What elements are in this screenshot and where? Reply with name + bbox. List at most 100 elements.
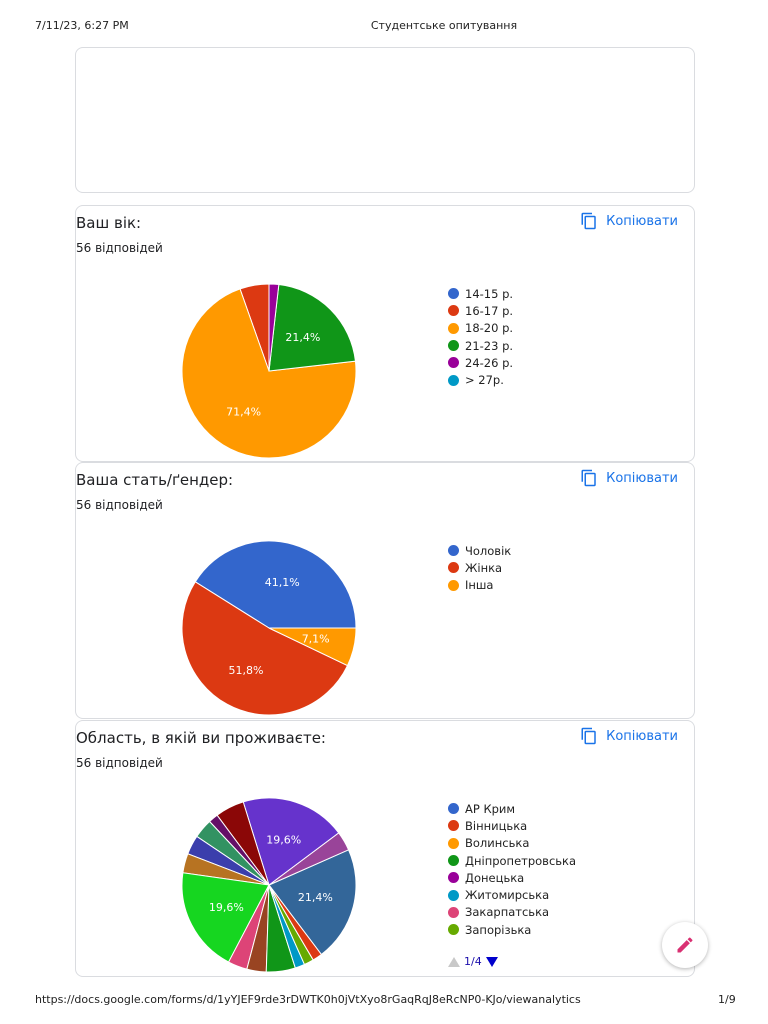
legend-swatch	[448, 906, 459, 918]
legend-item: Чоловік	[448, 542, 511, 559]
pie-slice	[268, 849, 357, 956]
print-datetime: 7/11/23, 6:27 PM	[35, 19, 129, 32]
question-card-age: Ваш вік: 56 відповідей Копіювати 71,4% 21…	[75, 205, 695, 462]
pie-chart-gender: 41,1% 51,8% 7,1%	[181, 541, 357, 716]
legend-item: Житомирська	[448, 886, 576, 903]
pie-slice	[181, 872, 270, 963]
legend-age: 14-15 р. 16-17 р. 18-20 р. 21-23 р. 24-26 р.…	[448, 285, 513, 389]
legend-swatch	[448, 837, 459, 849]
legend-item: Волинська	[448, 835, 576, 852]
legend-label: Дніпропетровська	[465, 853, 577, 868]
legend-label: Закарпатська	[465, 905, 550, 920]
legend-label: 14-15 р.	[465, 286, 514, 301]
pie-slice	[268, 627, 357, 667]
legend-label: 24-26 р.	[465, 355, 514, 370]
pie-slice	[181, 288, 357, 459]
pie-chart-age: 71,4% 21,4%	[181, 284, 357, 459]
question-title: Ваша стать/ґендер:	[76, 471, 234, 489]
legend-swatch	[448, 872, 459, 884]
legend-swatch	[448, 562, 459, 574]
legend-item: Жінка	[448, 559, 511, 576]
response-count: 56 відповідей	[76, 756, 163, 770]
triangle-up-icon[interactable]	[448, 956, 460, 967]
legend-label: > 27р.	[465, 373, 504, 388]
copy-label: Копіювати	[606, 728, 678, 744]
pie-slice-label: 19,6%	[209, 901, 244, 914]
legend-pager: 1/4	[448, 955, 498, 968]
question-title: Ваш вік:	[76, 214, 142, 232]
pie-slice-label: 7,1%	[302, 633, 330, 646]
copy-button[interactable]: Копіювати	[580, 212, 678, 230]
edit-button[interactable]	[662, 922, 708, 968]
pie-slice	[268, 884, 323, 961]
response-count: 56 відповідей	[76, 498, 163, 512]
pie-slice	[194, 541, 357, 629]
legend-swatch	[448, 545, 459, 557]
response-count: 56 відповідей	[76, 241, 163, 255]
legend-swatch	[448, 322, 459, 334]
copy-label: Копіювати	[606, 470, 678, 486]
legend-label: Інша	[465, 578, 494, 593]
legend-label: Жінка	[465, 560, 503, 575]
pencil-icon	[677, 937, 693, 953]
legend-swatch	[448, 924, 459, 936]
copy-icon	[581, 469, 596, 487]
print-title: Студентське опитування	[370, 19, 518, 32]
copy-button[interactable]: Копіювати	[580, 727, 678, 745]
legend-swatch	[448, 889, 459, 901]
legend-label: Донецька	[465, 870, 525, 885]
legend-item: Вінницька	[448, 817, 576, 834]
pie-chart-region: 21,4% 19,6% 19,6%	[181, 797, 357, 973]
pie-slice-label: 71,4%	[226, 406, 261, 419]
legend-label: Вінницька	[465, 818, 528, 833]
legend-item: > 27р.	[448, 371, 513, 388]
pie-slice-label: 41,1%	[265, 576, 300, 589]
pie-slice-label: 19,6%	[266, 833, 301, 846]
legend-label: 21-23 р.	[465, 338, 514, 353]
copy-icon	[581, 727, 596, 745]
legend-item: 24-26 р.	[448, 354, 513, 371]
legend-label: АР Крим	[465, 801, 516, 816]
legend-item: Донецька	[448, 869, 576, 886]
legend-swatch	[448, 340, 459, 352]
pie-slice	[268, 284, 280, 372]
legend-item: Дніпропетровська	[448, 852, 576, 869]
pie-slice	[181, 581, 349, 716]
pie-slice-label: 51,8%	[228, 664, 263, 677]
question-card-gender: Ваша стать/ґендер: 56 відповідей Копіюва…	[75, 462, 695, 719]
legend-label: 18-20 р.	[465, 321, 514, 336]
copy-icon	[581, 212, 596, 230]
legend-item: АР Крим	[448, 800, 576, 817]
print-page-number: 1/9	[718, 993, 736, 1006]
legend-item: 14-15 р.	[448, 285, 513, 302]
pager-text: 1/4	[464, 955, 482, 968]
pie-slice-label: 21,4%	[298, 891, 333, 904]
copy-label: Копіювати	[606, 213, 678, 229]
pie-slice-label: 21,4%	[285, 331, 320, 344]
legend-swatch	[448, 374, 459, 386]
triangle-down-icon[interactable]	[485, 956, 498, 967]
legend-swatch	[448, 820, 459, 832]
legend-item: 21-23 р.	[448, 337, 513, 354]
pie-slice	[242, 797, 340, 886]
legend-item: 18-20 р.	[448, 320, 513, 337]
print-url: https://docs.google.com/forms/d/1yYJEF9r…	[35, 993, 581, 1006]
legend-region: АР Крим Вінницька Волинська Дніпропетровськ…	[448, 800, 576, 938]
legend-label: Волинська	[465, 836, 530, 851]
legend-item: Інша	[448, 577, 511, 594]
legend-label: Запорізька	[465, 922, 532, 937]
legend-swatch	[448, 305, 459, 317]
pie-slice	[268, 284, 356, 372]
legend-swatch	[448, 803, 459, 815]
legend-swatch	[448, 855, 459, 867]
form-header-card	[75, 47, 695, 193]
legend-item: Запорізька	[448, 921, 576, 938]
question-title: Область, в якій ви проживаєте:	[76, 729, 326, 747]
legend-label: Чоловік	[465, 543, 512, 558]
legend-item: Закарпатська	[448, 904, 576, 921]
legend-swatch	[448, 288, 459, 300]
copy-button[interactable]: Копіювати	[580, 469, 678, 487]
legend-label: 16-17 р.	[465, 303, 514, 318]
legend-item: 16-17 р.	[448, 302, 513, 319]
question-card-region: Область, в якій ви проживаєте: 56 відпов…	[75, 720, 695, 977]
